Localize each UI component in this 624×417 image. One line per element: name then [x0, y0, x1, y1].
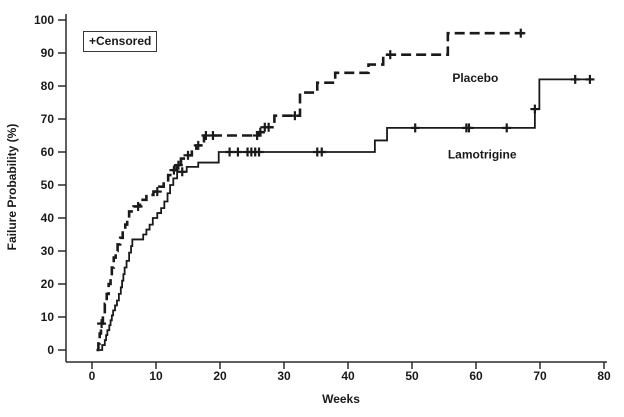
y-tick-label: 20 [41, 277, 55, 291]
y-tick-label: 60 [41, 145, 55, 159]
y-tick-label: 90 [41, 46, 55, 60]
lamotrigine-curve [99, 78, 594, 351]
x-tick-label: 30 [277, 369, 291, 383]
x-tick-label: 10 [149, 369, 163, 383]
lamotrigine-label: Lamotrigine [448, 148, 517, 162]
x-tick-label: 80 [597, 369, 611, 383]
y-tick-label: 40 [41, 211, 55, 225]
x-tick-label: 20 [213, 369, 227, 383]
y-tick-label: 10 [41, 310, 55, 324]
placebo-label: Placebo [452, 71, 498, 85]
censored-legend-label: +Censored [89, 34, 152, 48]
x-tick-label: 40 [341, 369, 355, 383]
x-tick-label: 50 [405, 369, 419, 383]
y-tick-label: 80 [41, 79, 55, 93]
y-tick-label: 0 [47, 343, 54, 357]
x-axis-title: Weeks [322, 392, 360, 406]
censored-legend: +Censored [83, 31, 158, 52]
placebo-curve [96, 31, 524, 352]
y-axis-title: Failure Probability (%) [5, 124, 19, 251]
y-tick-label: 100 [34, 13, 54, 27]
y-tick-label: 50 [41, 178, 55, 192]
y-tick-label: 30 [41, 244, 55, 258]
x-tick-label: 0 [89, 369, 96, 383]
x-tick-label: 70 [533, 369, 547, 383]
x-tick-label: 60 [469, 369, 483, 383]
y-tick-label: 70 [41, 112, 55, 126]
